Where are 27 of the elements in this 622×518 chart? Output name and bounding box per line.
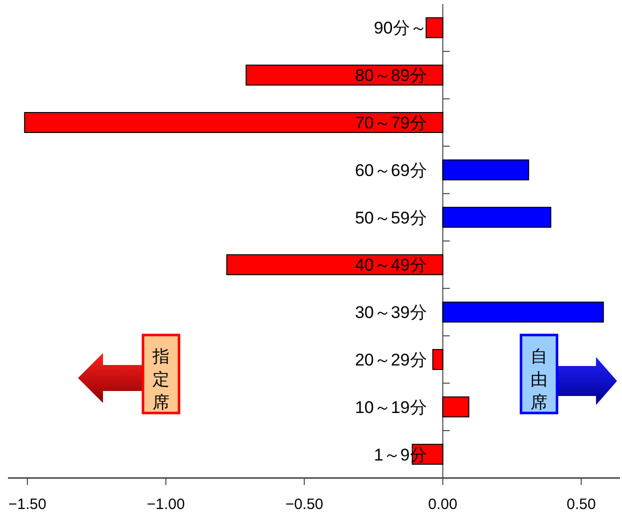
x-tick-label: −1.00 [146, 496, 185, 513]
annotation: 指定席 [152, 347, 170, 412]
bar [24, 112, 444, 133]
y-tick-label: 60～69分 [354, 160, 427, 180]
y-tick-label: 90分～ [374, 18, 427, 38]
bar [442, 159, 530, 180]
y-tick-label: 70～79分 [354, 114, 427, 132]
bar [442, 396, 470, 418]
bar [432, 349, 444, 370]
x-tick-label: 0.50 [566, 496, 596, 513]
bar [426, 17, 444, 38]
bar [442, 206, 552, 228]
bar [226, 254, 444, 276]
y-tick-label: 30～39分 [354, 303, 427, 322]
x-tick-label: −1.50 [8, 496, 46, 513]
y-tick-label: 20～29分 [354, 350, 427, 370]
y-tick-label: 40～49分 [354, 256, 427, 275]
annotation: 自由席 [520, 334, 558, 414]
bar [442, 302, 604, 323]
x-tick-label: −0.50 [285, 496, 324, 513]
y-tick-label: 80～89分 [354, 66, 427, 86]
x-tick-label: 0.00 [428, 496, 458, 513]
annotation: 指定席 [142, 334, 180, 414]
y-tick-label: 10～19分 [354, 398, 427, 417]
y-tick-label: 50～59分 [354, 208, 427, 228]
annotation: 自由席 [530, 347, 548, 412]
bar [246, 64, 444, 86]
